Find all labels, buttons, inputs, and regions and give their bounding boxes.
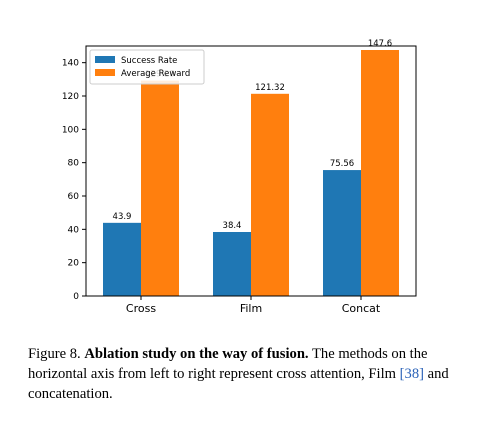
y-tick-label: 120 [62,92,79,102]
y-tick-label: 20 [68,259,80,269]
caption-reference-link[interactable]: [38] [399,366,424,382]
axes-frame [85,45,417,297]
bar-cross-success-rate [103,222,141,296]
bar-film-average-reward [251,93,289,296]
y-tick-label: 40 [68,225,80,235]
plot-area: 43.9129.23Cross38.4121.32Film75.56147.6C… [62,39,417,315]
bar-concat-average-reward [361,50,399,296]
legend-box [89,49,205,85]
y-tick-label: 60 [68,192,80,202]
legend-swatch-0 [95,56,115,63]
bar-chart: 43.9129.23Cross38.4121.32Film75.56147.6C… [62,39,417,315]
data-label-cross-0: 43.9 [113,212,132,222]
caption-text-2: and concatenation. [28,366,449,402]
y-tick-label: 140 [62,59,79,69]
data-label-concat-0: 75.56 [330,159,354,169]
x-tick-label-film: Film [240,302,262,315]
caption-bold-title: Ablation study on the way of fusion. [84,346,309,362]
legend-label-0: Success Rate [121,56,177,66]
data-label-film-1: 121.32 [255,83,285,93]
legend-swatch-1 [95,69,115,76]
y-tick-label: 100 [62,125,79,135]
y-tick-label: 80 [68,159,80,169]
legend-label-1: Average Reward [121,69,190,79]
y-tick-label: 0 [73,292,79,302]
bar-film-success-rate [213,232,251,296]
data-label-concat-1: 147.6 [368,39,392,49]
bar-cross-average-reward [141,80,179,296]
bar-concat-success-rate [323,170,361,296]
data-label-film-0: 38.4 [223,221,242,231]
x-tick-label-cross: Cross [126,302,156,315]
caption-prefix: Figure 8. [28,346,85,362]
figure-caption: Figure 8. Ablation study on the way of f… [28,344,468,404]
x-tick-label-concat: Concat [342,302,381,315]
caption-text-1: The methods on the horizontal axis from … [28,346,428,382]
